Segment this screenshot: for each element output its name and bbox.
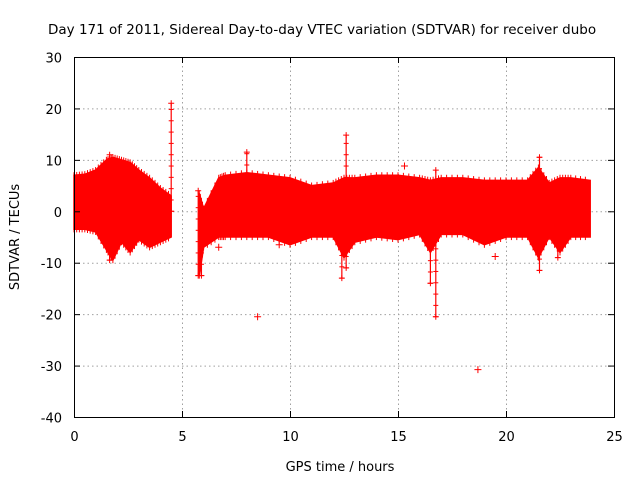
data-point — [168, 100, 175, 107]
data-point — [400, 162, 408, 170]
data-point — [254, 313, 262, 321]
y-tick-label: -30 — [41, 360, 62, 375]
data-point — [243, 149, 250, 156]
data-band — [73, 156, 172, 262]
data-band — [198, 166, 591, 276]
axis-ticks: 0 5 10 15 20 25 -40 -30 -20 -10 0 10 20 30 — [41, 52, 623, 446]
chart-title: Day 171 of 2011, Sidereal Day-to-day VTE… — [48, 22, 596, 38]
x-tick-label: 0 — [70, 430, 78, 445]
x-tick-label: 20 — [498, 430, 515, 445]
x-tick-label: 25 — [606, 430, 623, 445]
y-tick-label: -10 — [41, 257, 62, 272]
data-point — [554, 187, 561, 194]
y-tick-label: -40 — [41, 412, 62, 427]
data-point — [106, 151, 113, 158]
data-point — [275, 241, 283, 249]
data-point — [215, 243, 223, 251]
y-tick-label: 30 — [45, 52, 62, 67]
data-series — [73, 100, 591, 374]
y-axis-label: SDTVAR / TECUs — [8, 184, 23, 291]
data-point — [427, 180, 434, 186]
x-tick-label: 10 — [282, 430, 299, 445]
data-point — [432, 167, 439, 174]
data-point — [195, 187, 202, 194]
plot-frame — [74, 57, 615, 418]
y-tick-label: -20 — [41, 309, 62, 324]
data-point — [198, 208, 205, 215]
data-point — [343, 132, 350, 139]
y-tick-label: 20 — [45, 103, 62, 118]
x-tick-label: 5 — [178, 430, 186, 445]
y-tick-label: 0 — [54, 206, 62, 221]
y-tick-label: 10 — [45, 154, 62, 169]
data-point — [474, 366, 482, 374]
data-point — [491, 253, 499, 261]
x-axis-label: GPS time / hours — [286, 460, 395, 475]
x-tick-label: 15 — [390, 430, 407, 445]
